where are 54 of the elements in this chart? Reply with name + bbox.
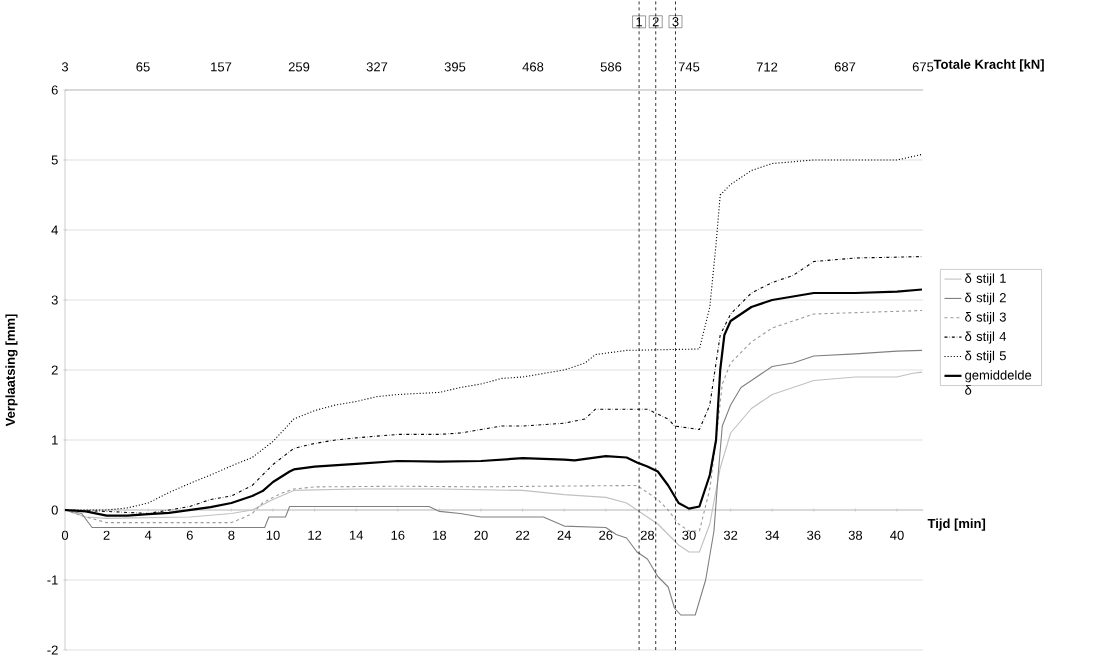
text: 712 <box>756 62 778 72</box>
text: 395 <box>444 62 466 72</box>
text: 586 <box>600 62 622 72</box>
x-tick-label: 0 <box>61 530 69 540</box>
text: 157 <box>211 62 232 72</box>
text: 327 <box>366 62 388 72</box>
legend-label: gemiddelde δ <box>965 370 1032 395</box>
text: 3 <box>61 62 69 72</box>
y-tick-label: -2 <box>47 645 58 655</box>
x-tick-label: 34 <box>765 530 780 540</box>
x-tick-label: 22 <box>516 530 530 540</box>
legend-label: δ stijl 4 <box>965 331 1007 344</box>
legend-label: δ stijl 5 <box>965 350 1006 363</box>
x-tick-label: 4 <box>144 530 152 540</box>
x-tick-label: 30 <box>682 530 696 540</box>
text: 3 <box>672 17 679 27</box>
legend-label: δ stijl 1 <box>965 273 1006 286</box>
x-tick-label: 6 <box>186 530 193 540</box>
text: 2 <box>652 17 659 27</box>
y-tick-label: 4 <box>51 225 58 235</box>
legend-label: δ stijl 2 <box>965 292 1006 305</box>
text: 675 <box>912 62 934 72</box>
y-tick-label: 6 <box>51 85 58 95</box>
x-tick-label: 10 <box>266 530 280 540</box>
x-axis-title: Tijd [min] <box>927 518 986 531</box>
text: 259 <box>288 62 310 72</box>
text: 1 <box>636 17 643 27</box>
x-tick-label: 38 <box>848 530 863 540</box>
y-tick-label: 5 <box>51 155 58 165</box>
x-tick-label: 18 <box>433 530 447 540</box>
x-tick-label: 26 <box>599 530 613 540</box>
text: 468 <box>522 62 544 72</box>
y-tick-label: 0 <box>51 505 58 515</box>
y-tick-label: 3 <box>51 295 58 305</box>
x2-axis-title: Totale Kracht [kN] <box>933 59 1044 72</box>
legend-label: δ stijl 3 <box>965 312 1006 325</box>
x-tick-label: 20 <box>474 530 488 540</box>
x-tick-label: 36 <box>807 530 821 540</box>
text: 65 <box>136 62 150 72</box>
x-tick-label: 40 <box>890 530 904 540</box>
x-tick-label: 16 <box>391 530 405 540</box>
x-tick-label: 14 <box>349 530 364 540</box>
y-tick-label: 2 <box>51 365 58 375</box>
y-tick-label: -1 <box>47 575 58 585</box>
x-tick-label: 2 <box>103 530 110 540</box>
x-tick-label: 8 <box>228 530 235 540</box>
text: 745 <box>678 62 700 72</box>
x-tick-label: 12 <box>308 530 322 540</box>
x-tick-label: 32 <box>723 530 738 540</box>
text: 687 <box>834 62 856 72</box>
x-tick-label: 28 <box>640 530 655 540</box>
y-tick-label: 1 <box>52 435 58 445</box>
x-tick-label: 24 <box>557 530 572 540</box>
y-axis-title: Verplaatsing [mm] <box>5 314 18 427</box>
